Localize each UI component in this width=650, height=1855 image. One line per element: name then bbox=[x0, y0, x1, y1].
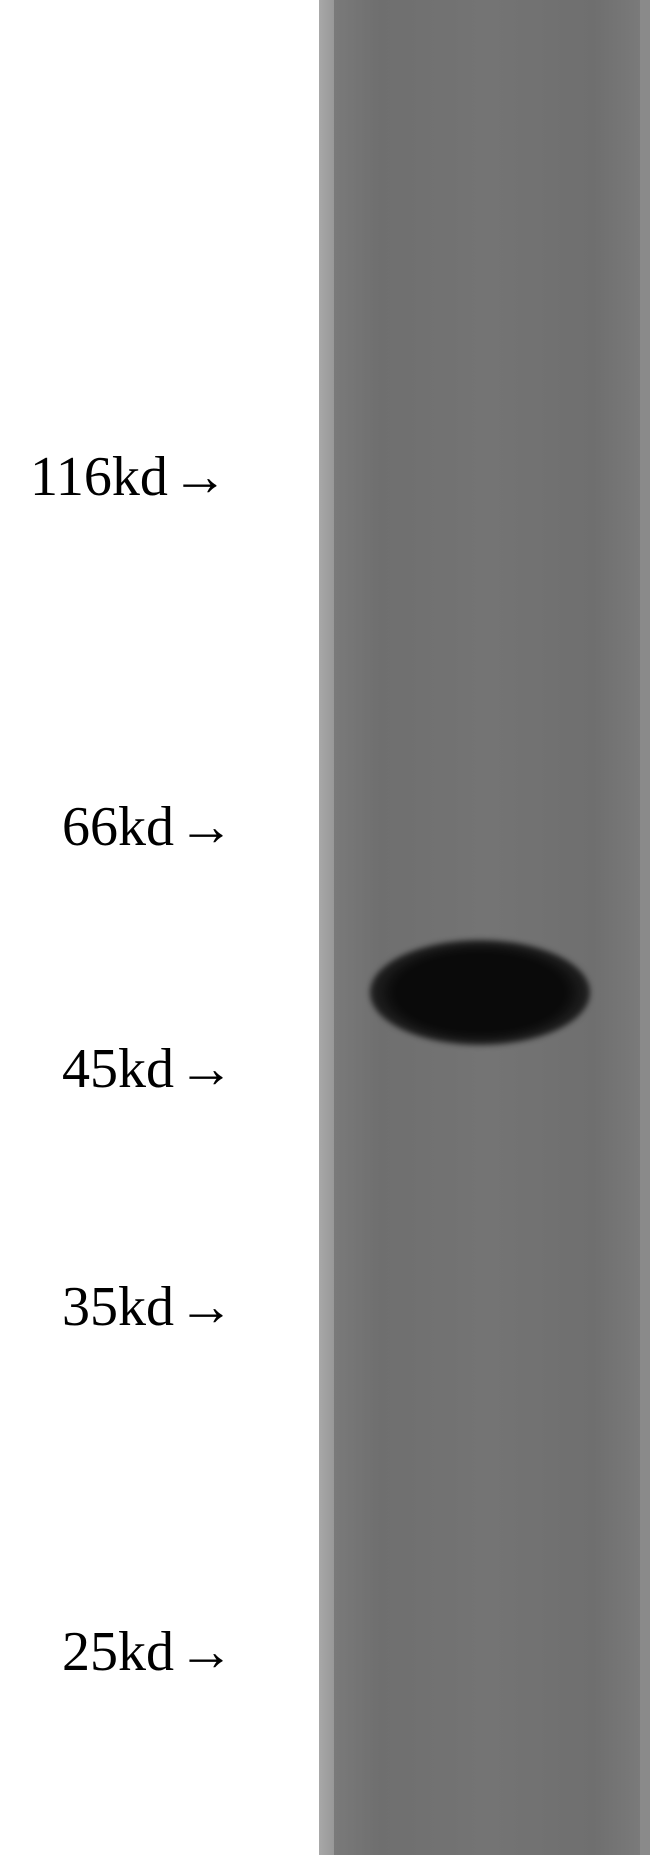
blot-image-container: WWW.PTGLAB.COM 116kd → 66kd → 45kd → 35k… bbox=[0, 0, 650, 1855]
arrow-icon: → bbox=[178, 1275, 224, 1339]
marker-label-text: 116kd bbox=[30, 445, 168, 509]
marker-label-text: 45kd bbox=[62, 1037, 174, 1101]
marker-label-text: 35kd bbox=[62, 1275, 174, 1339]
blot-lane-right-edge bbox=[640, 0, 650, 1855]
marker-116kd: 116kd → bbox=[30, 445, 218, 509]
blot-lane-left-edge bbox=[319, 0, 334, 1855]
arrow-icon: → bbox=[178, 1620, 224, 1684]
marker-25kd: 25kd → bbox=[62, 1620, 224, 1684]
protein-band bbox=[370, 940, 590, 1045]
blot-lane-main bbox=[334, 0, 640, 1855]
arrow-icon: → bbox=[178, 795, 224, 859]
arrow-icon: → bbox=[178, 1037, 224, 1101]
marker-35kd: 35kd → bbox=[62, 1275, 224, 1339]
marker-label-text: 66kd bbox=[62, 795, 174, 859]
marker-45kd: 45kd → bbox=[62, 1037, 224, 1101]
marker-66kd: 66kd → bbox=[62, 795, 224, 859]
arrow-icon: → bbox=[172, 445, 218, 509]
marker-label-text: 25kd bbox=[62, 1620, 174, 1684]
